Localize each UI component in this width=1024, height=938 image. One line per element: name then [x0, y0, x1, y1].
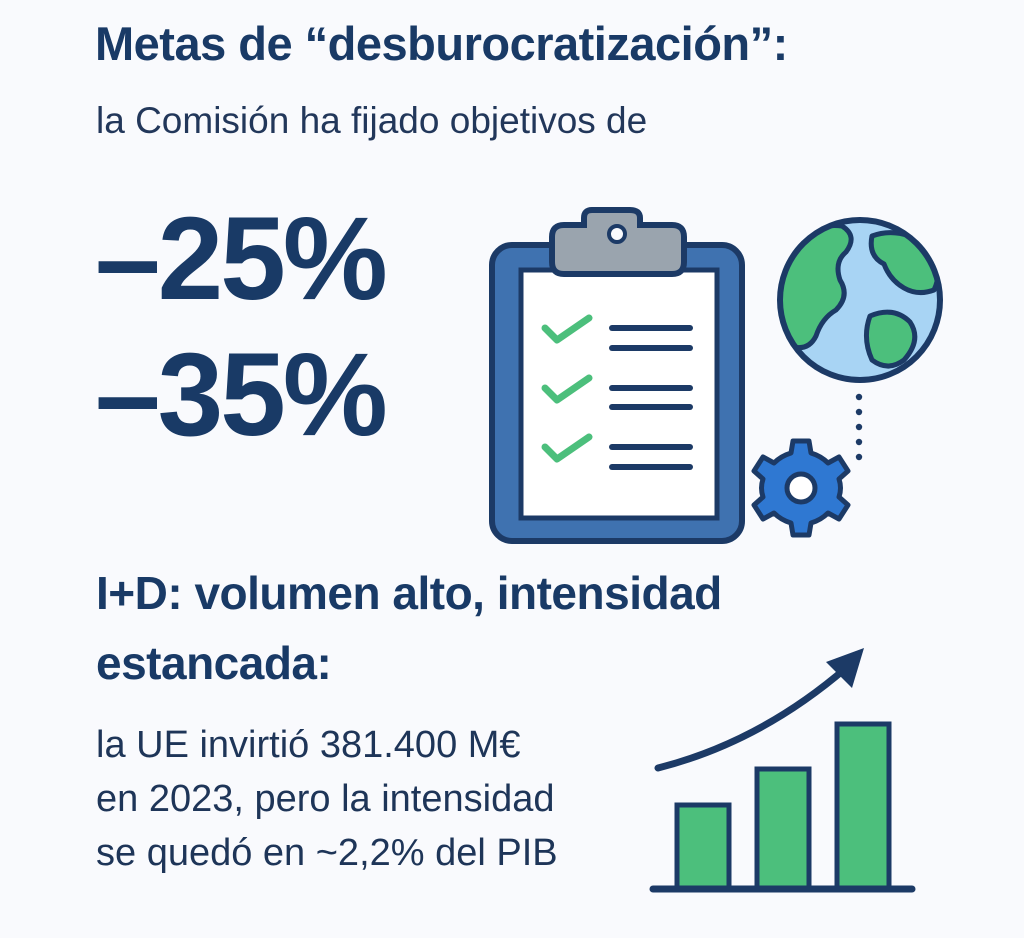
research-heading-line1: I+D: volumen alto, intensidad	[96, 567, 722, 619]
gear-icon	[751, 438, 851, 538]
research-body-line2: en 2023, pero la intensidad	[96, 778, 555, 820]
globe-icon	[777, 217, 943, 461]
target-percentage-second: –35%	[95, 329, 388, 461]
target-percentage-first: –25%	[95, 193, 388, 325]
clipboard-checklist-icon	[489, 207, 745, 544]
rising-bar-chart-icon	[649, 648, 916, 893]
research-heading-line2: estancada:	[96, 637, 332, 689]
research-body-line1: la UE invirtió 381.400 M€	[96, 724, 521, 766]
page-title: Metas de “desburocratización”:	[95, 17, 788, 70]
page-subtitle: la Comisión ha fijado objetivos de	[96, 100, 648, 141]
research-body-line3: se quedó en ~2,2% del PIB	[96, 832, 558, 874]
